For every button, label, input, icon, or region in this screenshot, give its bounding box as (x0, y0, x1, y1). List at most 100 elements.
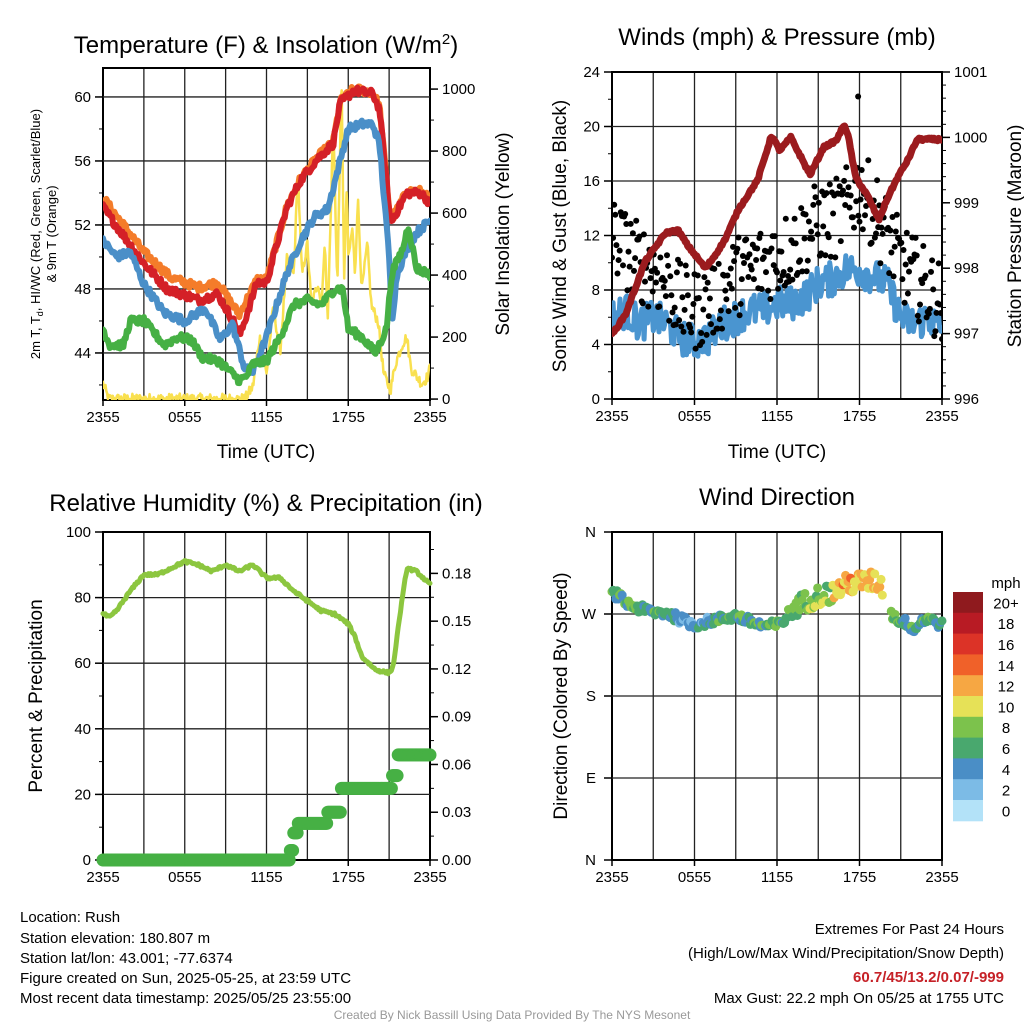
gust-point (925, 310, 932, 317)
rh-line (100, 558, 433, 677)
colorbar-swatch (953, 779, 983, 801)
x-tick-label: 2355 (86, 869, 119, 886)
y-tick-label: 997 (954, 326, 979, 343)
2m-t-line (103, 84, 430, 338)
y-tick-label: 80 (74, 590, 91, 607)
y-tick-label: 0.06 (442, 756, 471, 773)
created-text: Figure created on Sun, 2025-05-25, at 23… (20, 970, 351, 987)
gust-point (826, 181, 833, 188)
x-tick-label: 1155 (250, 409, 282, 426)
gust-point (640, 231, 647, 238)
gust-point (684, 292, 691, 299)
gust-point (620, 262, 626, 269)
direction-point (900, 613, 910, 623)
gust-point (678, 323, 685, 330)
max-gust-point (855, 93, 862, 100)
gust-point (724, 272, 731, 279)
x-tick-label: 1755 (843, 408, 876, 425)
gust-point (904, 290, 911, 297)
direction-point (870, 569, 880, 579)
colorbar-label: 8 (1002, 720, 1010, 737)
gust-point (812, 194, 819, 201)
gust-point (857, 196, 864, 203)
direction-point (800, 588, 810, 598)
gust-point (892, 228, 899, 235)
gust-point (690, 300, 697, 307)
gust-point (746, 251, 753, 258)
gust-point (846, 204, 853, 211)
gust-point (797, 257, 804, 264)
gust-point (692, 345, 699, 352)
temp-right-axis: 0 200 400 600 800 1000 (430, 81, 475, 408)
gust-point (671, 304, 678, 311)
y-tick-label: 1000 (442, 81, 475, 98)
gust-point (879, 230, 886, 237)
gust-point (814, 231, 821, 238)
gust-point (702, 286, 709, 293)
gust-point (820, 223, 827, 230)
gust-point (653, 279, 659, 286)
y-tick-label: 998 (954, 260, 979, 277)
gust-point (827, 253, 834, 260)
gust-point (886, 270, 893, 277)
timestamp-text: Most recent data timestamp: 2025/05/25 2… (20, 990, 351, 1007)
gust-point (841, 177, 848, 184)
gust-point (623, 220, 630, 227)
y-tick-label: 400 (442, 267, 467, 284)
gust-point (612, 254, 615, 261)
x-tick-label: 2355 (925, 408, 958, 425)
gust-point (660, 284, 667, 291)
rh-title: Relative Humidity (%) & Precipitation (i… (49, 490, 482, 517)
y-tick-label: 0.00 (442, 852, 471, 869)
gust-point (703, 331, 710, 338)
direction-tick-label: W (582, 606, 597, 623)
gust-point (919, 280, 926, 287)
gust-point (939, 335, 942, 342)
rh-right-axis: 0.00 0.03 0.06 0.09 0.12 0.15 0.18 (430, 549, 471, 869)
y-tick-label: 999 (954, 195, 979, 212)
colorbar-swatch (953, 654, 983, 676)
gust-point (898, 239, 905, 246)
colorbar-label: 0 (1002, 803, 1010, 820)
gust-point (842, 202, 849, 209)
max-gust-text: Max Gust: 22.2 mph On 05/25 at 1755 UTC (714, 990, 1004, 1007)
gust-point (719, 325, 725, 332)
rh-left-axis: 0 20 40 60 80 100 (66, 524, 430, 869)
speed-colorbar: 20+ 18 16 14 12 10 8 6 4 2 0 (953, 592, 1019, 822)
x-tick-label: 2355 (86, 409, 119, 426)
y-tick-label: 60 (74, 89, 91, 106)
gust-point (847, 192, 854, 199)
gust-point (704, 279, 711, 286)
temp-series (103, 83, 430, 400)
gust-point (743, 236, 750, 243)
gust-point (932, 328, 939, 335)
gust-point (889, 214, 896, 221)
colorbar-unit: mph (991, 575, 1020, 592)
x-tick-label: 1755 (332, 409, 365, 426)
gust-point (753, 257, 760, 264)
wind-ylabel: Sonic Wind & Gust (Blue, Black) (550, 100, 571, 372)
gust-point (931, 333, 938, 340)
gust-point (778, 248, 785, 255)
gust-point (780, 268, 787, 275)
temp-plot-frame (102, 67, 431, 401)
y-tick-label: 44 (74, 345, 91, 362)
2m-td-line (103, 226, 430, 387)
gust-point (726, 281, 733, 288)
gust-point (865, 157, 872, 164)
gust-point (825, 234, 832, 241)
gust-point (661, 277, 668, 284)
gust-point (710, 329, 717, 336)
gust-point (929, 257, 936, 264)
gust-point (935, 260, 942, 267)
gust-point (615, 257, 622, 264)
gust-point (701, 274, 708, 281)
gust-point (723, 296, 730, 303)
gust-point (632, 255, 639, 262)
gust-point (900, 246, 907, 253)
y-tick-label: 12 (583, 228, 600, 245)
y-tick-label: 200 (442, 329, 467, 346)
gust-point (799, 268, 806, 275)
gust-point (933, 309, 940, 316)
gust-point (765, 287, 772, 294)
